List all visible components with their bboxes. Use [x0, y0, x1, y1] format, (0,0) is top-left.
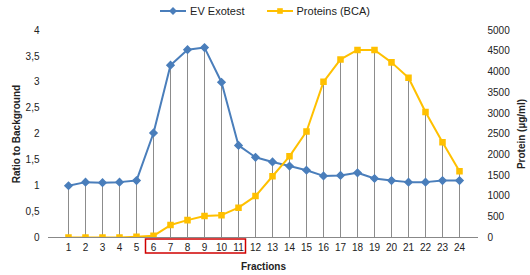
svg-text:3,5: 3,5	[26, 51, 40, 62]
svg-text:6: 6	[151, 242, 157, 253]
svg-text:16: 16	[318, 242, 330, 253]
svg-text:0: 0	[34, 232, 40, 243]
svg-text:500: 500	[488, 211, 505, 222]
svg-text:4500: 4500	[488, 45, 511, 56]
html-text:EV Exotest: EV Exotest	[190, 5, 245, 17]
svg-text:3000: 3000	[488, 108, 511, 119]
svg-text:Ratio to Background: Ratio to Background	[11, 85, 22, 183]
svg-text:13: 13	[267, 242, 279, 253]
svg-text:19: 19	[369, 242, 381, 253]
svg-text:4: 4	[117, 242, 123, 253]
svg-text:1: 1	[66, 242, 72, 253]
svg-text:1500: 1500	[488, 170, 511, 181]
svg-text:18: 18	[352, 242, 364, 253]
svg-text:2,5: 2,5	[26, 102, 40, 113]
svg-text:8: 8	[185, 242, 191, 253]
svg-text:11: 11	[233, 242, 244, 253]
svg-text:0: 0	[488, 232, 494, 243]
svg-text:10: 10	[216, 242, 228, 253]
svg-text:2000: 2000	[488, 149, 511, 160]
svg-text:24: 24	[454, 242, 466, 253]
svg-text:3: 3	[34, 76, 40, 87]
svg-text:21: 21	[403, 242, 415, 253]
svg-text:5000: 5000	[488, 25, 511, 36]
svg-text:4: 4	[34, 25, 40, 36]
svg-text:23: 23	[437, 242, 449, 253]
svg-text:Fractions: Fractions	[241, 261, 286, 272]
svg-text:20: 20	[386, 242, 398, 253]
svg-text:Protein (µg/ml): Protein (µg/ml)	[516, 99, 527, 169]
svg-text:14: 14	[284, 242, 296, 253]
svg-text:5: 5	[134, 242, 140, 253]
svg-text:7: 7	[168, 242, 174, 253]
svg-text:2: 2	[34, 128, 40, 139]
svg-text:17: 17	[335, 242, 347, 253]
svg-text:2: 2	[83, 242, 89, 253]
svg-text:2500: 2500	[488, 128, 511, 139]
svg-text:1: 1	[34, 180, 40, 191]
html-text:Proteins (BCA): Proteins (BCA)	[296, 5, 370, 17]
svg-text:1000: 1000	[488, 190, 511, 201]
svg-text:3500: 3500	[488, 87, 511, 98]
svg-text:15: 15	[301, 242, 313, 253]
svg-text:4000: 4000	[488, 66, 511, 77]
svg-text:12: 12	[250, 242, 262, 253]
svg-text:9: 9	[202, 242, 208, 253]
svg-text:1,5: 1,5	[26, 154, 40, 165]
svg-text:0,5: 0,5	[26, 206, 40, 217]
svg-text:3: 3	[100, 242, 106, 253]
svg-text:22: 22	[420, 242, 432, 253]
